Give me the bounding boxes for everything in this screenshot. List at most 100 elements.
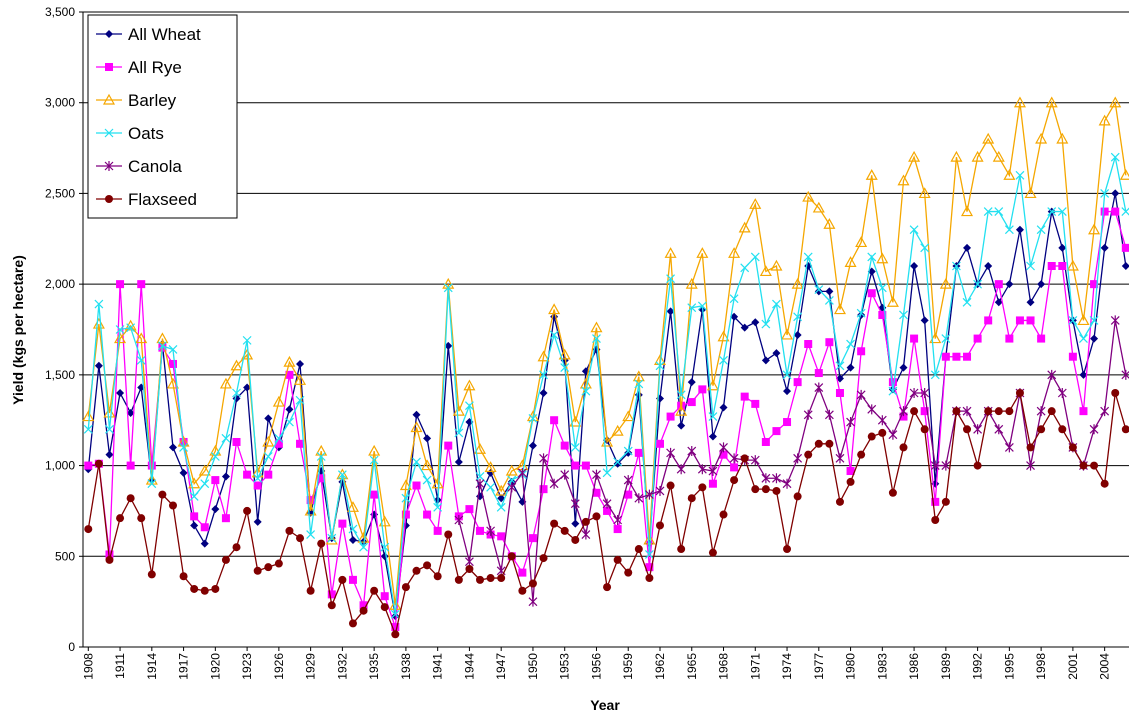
data-point	[846, 467, 855, 476]
data-point	[306, 496, 315, 505]
data-point	[708, 466, 718, 477]
data-point	[1015, 389, 1024, 397]
data-point	[166, 377, 180, 389]
data-point	[571, 519, 580, 528]
data-point	[337, 470, 347, 480]
data-point	[1026, 298, 1035, 307]
data-point	[1100, 243, 1109, 252]
data-point	[1058, 243, 1067, 252]
data-point	[179, 572, 188, 581]
data-point	[1058, 262, 1067, 270]
data-point	[412, 481, 421, 490]
data-point	[433, 502, 443, 512]
data-point	[644, 489, 654, 500]
data-point	[264, 563, 273, 572]
data-point	[1100, 406, 1110, 417]
data-point	[740, 392, 749, 401]
data-point	[825, 338, 834, 347]
y-tick-label: 2,000	[45, 277, 75, 291]
data-point	[242, 335, 252, 345]
data-point	[910, 407, 919, 416]
data-point	[581, 517, 590, 526]
data-point	[952, 352, 961, 361]
data-point	[274, 433, 284, 443]
data-point	[952, 407, 961, 416]
data-point	[306, 586, 315, 595]
legend-label: Flaxseed	[128, 190, 197, 209]
data-point	[1036, 406, 1046, 417]
data-point	[230, 359, 243, 371]
data-point	[137, 514, 146, 523]
data-point	[253, 566, 262, 575]
data-point	[560, 526, 569, 535]
data-point	[327, 533, 337, 543]
data-point	[179, 468, 188, 477]
x-tick-label: 1962	[653, 653, 667, 680]
data-point	[920, 316, 929, 325]
data-point	[793, 453, 803, 464]
data-point	[486, 482, 496, 492]
data-point	[316, 452, 326, 461]
x-tick-label: 1938	[399, 653, 413, 680]
legend-marker	[102, 93, 116, 105]
data-point	[243, 470, 252, 479]
x-tick-label: 1992	[971, 653, 985, 680]
data-point	[804, 450, 813, 459]
y-axis-title: Yield (kgs per hectare)	[10, 255, 26, 405]
data-point	[484, 461, 497, 472]
data-point	[1026, 261, 1035, 271]
data-point	[793, 492, 802, 501]
data-point	[380, 592, 389, 601]
data-point	[94, 459, 103, 468]
data-point	[94, 361, 103, 370]
data-point	[931, 497, 940, 506]
data-point	[920, 388, 930, 398]
data-point	[655, 485, 665, 496]
data-point	[296, 439, 305, 448]
data-point	[1015, 170, 1025, 180]
data-point	[105, 424, 114, 434]
data-point	[685, 277, 698, 289]
data-point	[476, 575, 485, 584]
data-point	[549, 478, 559, 489]
data-point	[973, 424, 983, 435]
data-point	[410, 421, 423, 433]
series-line	[87, 100, 1127, 606]
data-point	[910, 262, 919, 270]
data-point	[399, 479, 412, 491]
data-point	[634, 448, 643, 457]
y-tick-label: 500	[55, 549, 75, 563]
data-point	[856, 389, 866, 400]
data-point	[878, 428, 887, 437]
data-point	[548, 303, 561, 315]
legend-label: All Wheat	[128, 25, 201, 44]
data-point	[581, 386, 591, 396]
data-point	[1090, 280, 1099, 289]
data-point	[592, 469, 601, 480]
data-point	[867, 252, 877, 262]
data-point	[793, 330, 802, 339]
data-point	[846, 363, 855, 372]
data-point	[581, 461, 590, 470]
data-point	[644, 550, 654, 559]
data-point	[833, 303, 846, 315]
data-point	[380, 552, 389, 561]
data-point	[878, 310, 887, 319]
data-point	[1057, 207, 1067, 216]
data-point	[517, 467, 527, 478]
data-point	[560, 363, 570, 373]
data-point	[1121, 425, 1129, 434]
data-point	[103, 406, 116, 418]
data-point	[897, 174, 910, 186]
data-point	[264, 470, 273, 479]
data-point	[147, 570, 156, 579]
data-point	[973, 334, 982, 343]
data-point	[327, 590, 336, 599]
data-point	[114, 332, 127, 344]
data-point	[306, 530, 316, 539]
x-tick-label: 1959	[621, 653, 635, 680]
data-point	[1047, 369, 1057, 380]
data-point	[623, 475, 633, 486]
data-point	[401, 583, 410, 592]
data-point	[719, 355, 728, 365]
